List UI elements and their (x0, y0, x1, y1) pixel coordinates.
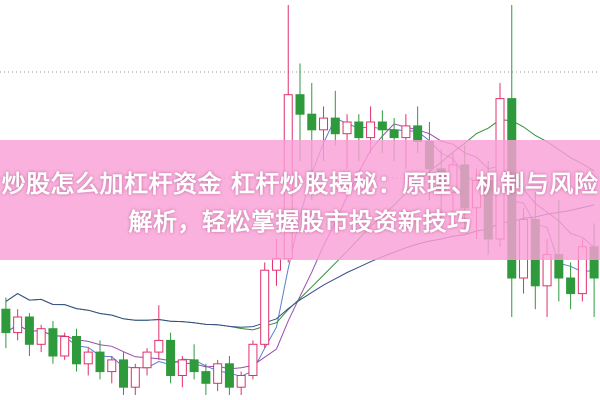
candle-up (36, 328, 46, 345)
candle-up (260, 269, 270, 345)
candle-up (236, 375, 246, 388)
candle-up (142, 351, 152, 369)
candle-down (48, 328, 58, 357)
candle-down (354, 121, 364, 139)
candle-down (389, 129, 399, 139)
candle-down (307, 113, 317, 131)
candle-up (83, 351, 93, 365)
candle-up (177, 359, 187, 376)
candle-up (213, 363, 223, 384)
candle-up (13, 316, 23, 334)
candle-down (566, 277, 576, 295)
title-banner (0, 140, 600, 260)
candle-up (130, 367, 140, 388)
candle-down (295, 94, 305, 115)
candle-up (342, 121, 352, 135)
candle-down (189, 359, 199, 373)
candle-down (201, 371, 211, 384)
article-title: 炒股怎么加杠杆资金 杠杆炒股揭秘：原理、机制与风险解析，轻松掌握股市投资新技巧 (1, 170, 599, 236)
candle-up (60, 336, 70, 357)
candle-down (24, 316, 34, 345)
candle-up (366, 121, 376, 139)
candle-down (71, 336, 81, 365)
candle-up (271, 258, 281, 271)
candle-down (119, 359, 129, 388)
candle-down (95, 351, 105, 373)
candle-up (248, 343, 258, 376)
candle-up (154, 339, 164, 353)
candle-down (1, 308, 11, 334)
candle-up (107, 359, 117, 373)
candle-down (166, 339, 176, 376)
candle-down (377, 121, 387, 131)
candle-down (330, 117, 340, 135)
candle-up (319, 117, 329, 131)
candle-down (224, 363, 234, 388)
candle-up (401, 125, 411, 139)
